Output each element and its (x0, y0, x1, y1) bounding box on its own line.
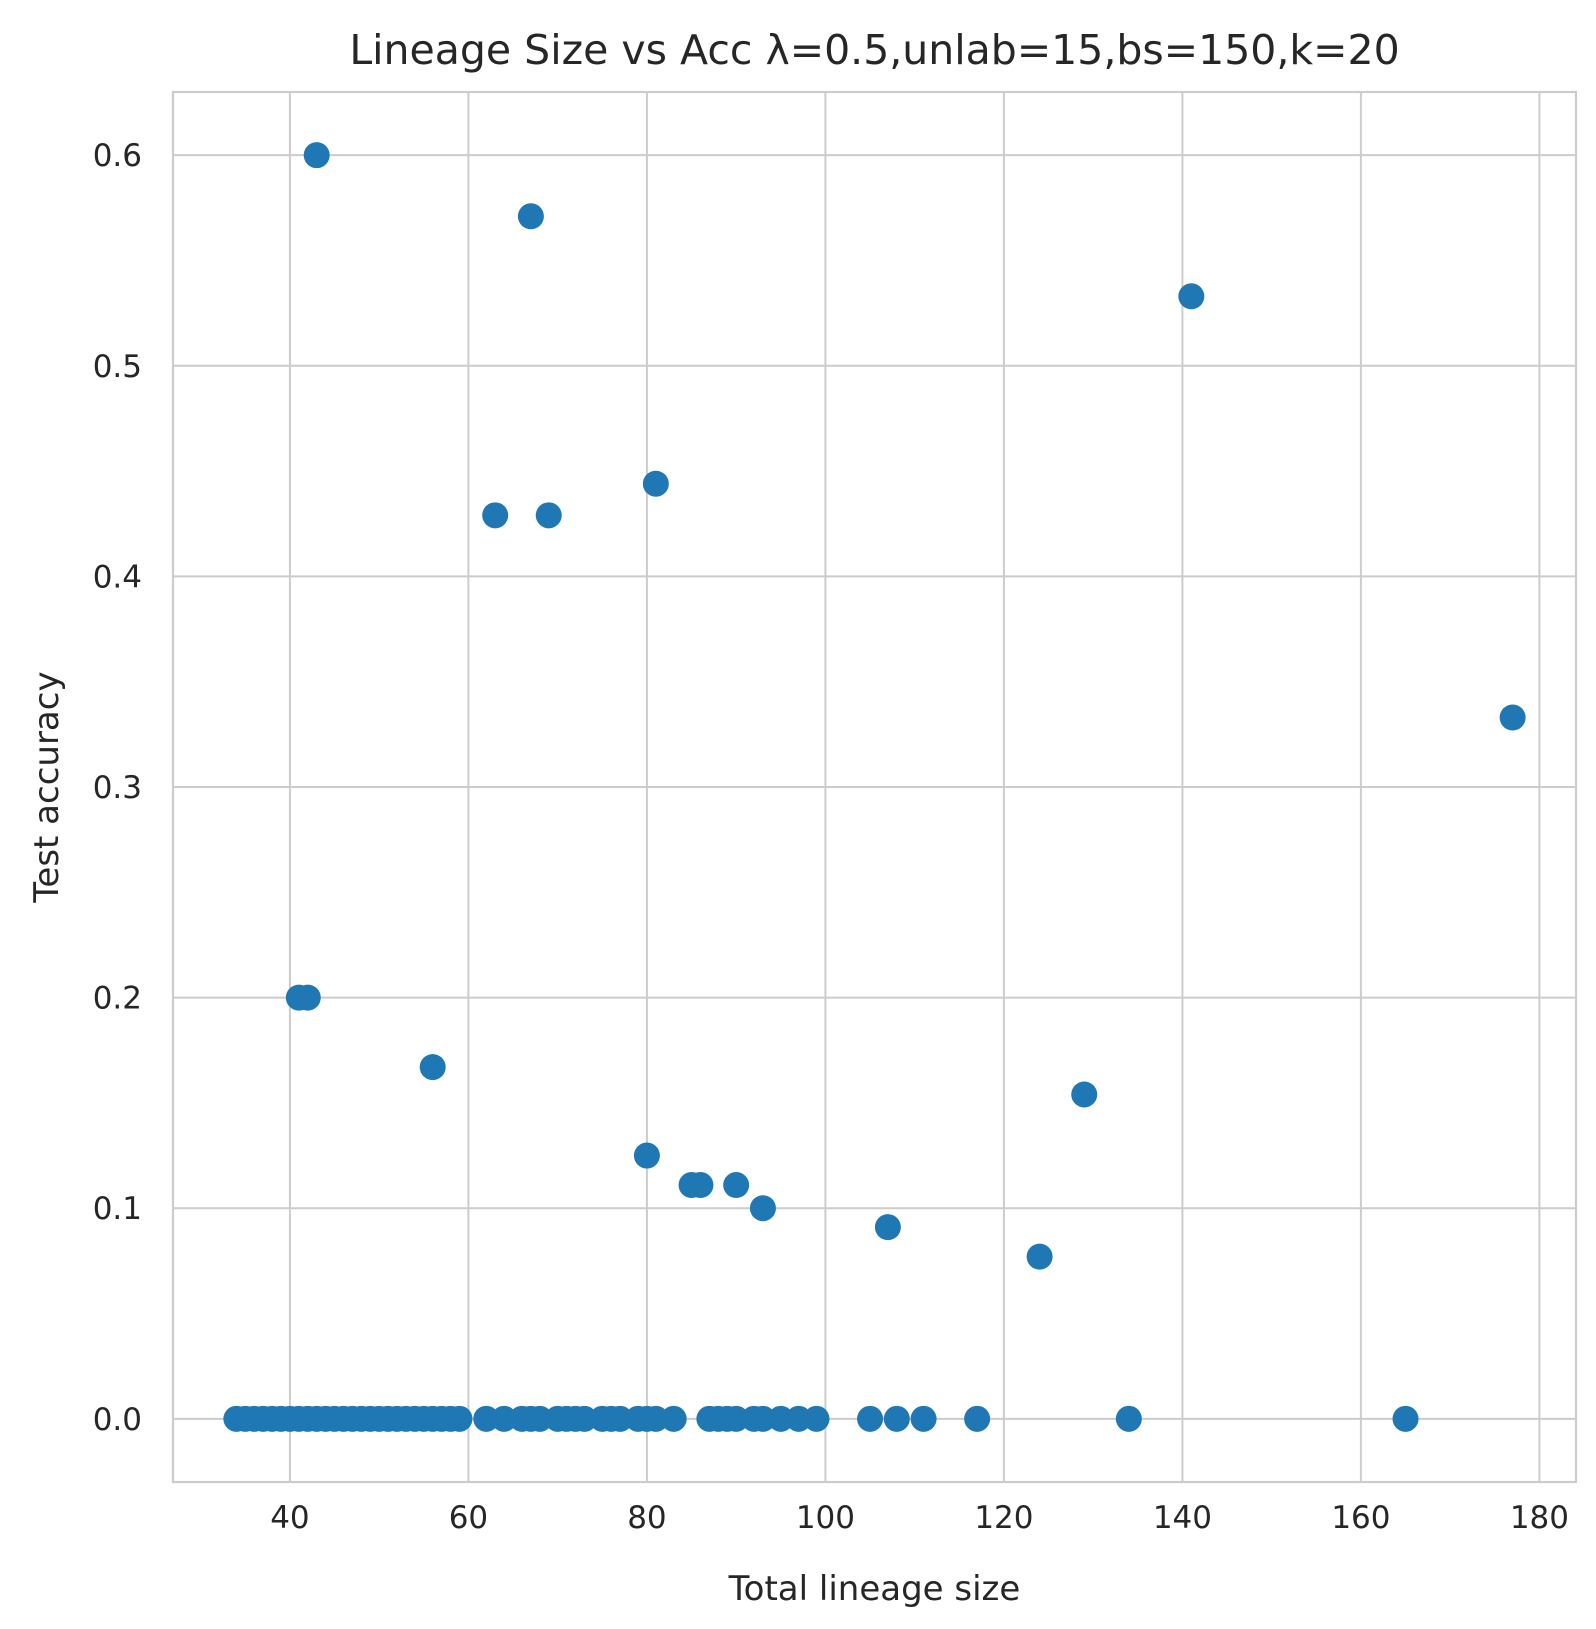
data-point (1392, 1405, 1419, 1432)
y-axis-label: Test accuracy (27, 671, 67, 903)
data-point (303, 142, 330, 169)
data-point (803, 1405, 830, 1432)
data-point (749, 1195, 776, 1222)
data-point (910, 1405, 937, 1432)
data-point (517, 203, 544, 230)
y-tick-labels: 0.0 0.1 0.2 0.3 0.4 0.5 0.6 (93, 138, 142, 1438)
data-point (883, 1405, 910, 1432)
x-tick-label: 120 (974, 1500, 1033, 1536)
plot-frame (171, 90, 1578, 1484)
x-tick-labels: 40 60 80 100 120 140 160 180 (270, 1500, 1569, 1536)
x-tick-label: 140 (1153, 1500, 1212, 1536)
data-point (607, 1405, 634, 1432)
data-point (660, 1405, 687, 1432)
y-tick-label: 0.2 (93, 981, 142, 1017)
data-point (1071, 1081, 1098, 1108)
data-point (749, 1405, 776, 1432)
grid-lines (173, 92, 1576, 1482)
data-point (687, 1172, 714, 1199)
data-points (223, 142, 1526, 1432)
data-point (964, 1405, 991, 1432)
data-point (1499, 704, 1526, 731)
data-point (1178, 283, 1205, 310)
y-tick-label: 0.1 (93, 1191, 142, 1227)
x-tick-label: 60 (449, 1500, 488, 1536)
data-point (419, 1054, 446, 1081)
data-point (633, 1142, 660, 1169)
x-tick-label: 160 (1331, 1500, 1390, 1536)
data-point (482, 502, 509, 529)
y-tick-label: 0.6 (93, 138, 142, 174)
data-point (785, 1405, 812, 1432)
data-point (642, 470, 669, 497)
x-tick-label: 40 (270, 1500, 309, 1536)
data-point (571, 1405, 598, 1432)
data-point (1115, 1405, 1142, 1432)
y-tick-label: 0.3 (93, 770, 142, 806)
data-point (491, 1405, 518, 1432)
data-point (446, 1405, 473, 1432)
data-point (857, 1405, 884, 1432)
data-point (723, 1405, 750, 1432)
chart-title: Lineage Size vs Acc λ=0.5,unlab=15,bs=15… (349, 26, 1399, 74)
data-point (473, 1405, 500, 1432)
data-point (294, 984, 321, 1011)
data-point (723, 1172, 750, 1199)
x-tick-label: 80 (627, 1500, 666, 1536)
data-point (767, 1405, 794, 1432)
x-axis-label: Total lineage size (728, 1569, 1021, 1609)
y-tick-label: 0.4 (93, 559, 142, 595)
x-tick-label: 100 (796, 1500, 855, 1536)
y-tick-label: 0.5 (93, 349, 142, 385)
data-point (1026, 1243, 1053, 1270)
x-tick-label: 180 (1510, 1500, 1569, 1536)
data-point (526, 1405, 553, 1432)
y-tick-label: 0.0 (93, 1402, 142, 1438)
data-point (874, 1214, 901, 1241)
data-point (642, 1405, 669, 1432)
data-point (535, 502, 562, 529)
